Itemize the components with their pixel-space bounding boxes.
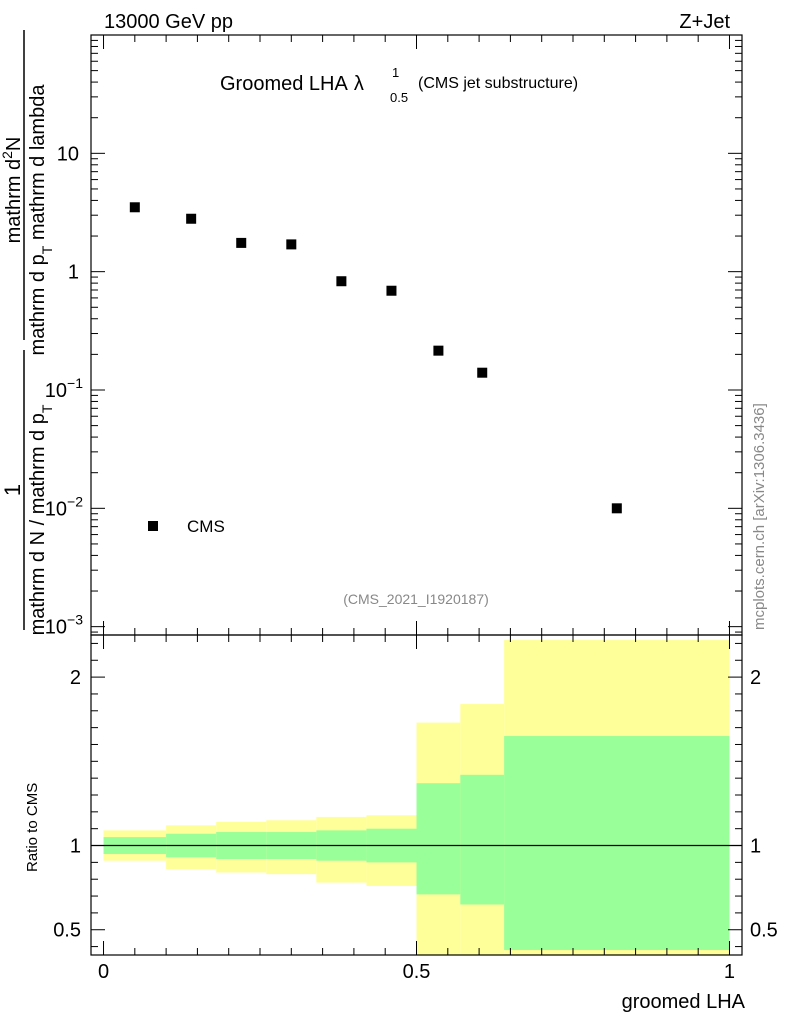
main-data-points <box>129 202 622 514</box>
legend-marker <box>148 521 158 531</box>
chart-title: Groomed LHA λ <box>220 73 364 95</box>
inner-band-bin <box>504 736 730 950</box>
main-y-tick-label: 10−3 <box>45 612 83 639</box>
main-y-tick-label: 10−2 <box>45 493 83 520</box>
inner-band-bin <box>460 774 505 905</box>
main-axes: 10−3 10−2 10−1 1 10 <box>45 34 743 639</box>
analysis-id: (CMS_2021_I1920187) <box>343 591 489 607</box>
ratio-axes: 0.5 0.5 1 1 2 2 0 0.5 1 <box>53 634 778 983</box>
main-y-axis-label: 1 mathrm d N / mathrm d pT mathrm d2N ma… <box>0 30 55 635</box>
main-y-tick-label: 10−1 <box>45 375 83 402</box>
data-point <box>236 237 247 248</box>
process-label: Z+Jet <box>679 11 730 33</box>
title-subscript: 0.5 <box>390 90 408 105</box>
data-point <box>286 239 297 250</box>
ratio-y-axis-label: Ratio to CMS <box>24 783 41 872</box>
ratio-y-tick-label-right: 0.5 <box>750 920 778 942</box>
x-tick-label: 0 <box>98 961 109 983</box>
data-point <box>433 345 444 356</box>
ylabel-denominator2: mathrm d pT mathrm d lambda <box>27 84 55 356</box>
title-superscript: 1 <box>392 65 399 80</box>
side-credit: mcplots.cern.ch [arXiv:1306.3436] <box>751 403 768 630</box>
data-point <box>129 202 140 213</box>
ratio-y-tick-label: 0.5 <box>53 920 81 942</box>
main-y-tick-label: 1 <box>68 262 79 284</box>
inner-band-bin <box>416 783 461 895</box>
data-point <box>186 213 197 224</box>
data-point <box>386 285 397 296</box>
ratio-bands <box>91 640 742 955</box>
main-frame <box>90 34 743 636</box>
energy-label: 13000 GeV pp <box>104 11 233 33</box>
ratio-y-tick-label-right: 2 <box>750 667 761 689</box>
x-tick-label: 1 <box>724 961 735 983</box>
x-tick-label: 0.5 <box>403 961 431 983</box>
ylabel-denominator: mathrm d N / mathrm d pT <box>27 404 55 635</box>
x-axis-label: groomed LHA <box>622 991 746 1013</box>
data-point <box>336 276 347 287</box>
legend-label: CMS <box>187 517 225 536</box>
title-note: (CMS jet substructure) <box>418 75 578 92</box>
ylabel-numerator: 1 <box>0 484 25 496</box>
data-point <box>477 367 488 378</box>
ratio-y-tick-label-right: 1 <box>750 836 761 858</box>
data-point <box>611 503 622 514</box>
ratio-y-tick-label: 2 <box>70 667 81 689</box>
ratio-y-tick-label: 1 <box>70 836 81 858</box>
main-y-tick-label: 10 <box>57 143 79 165</box>
ylabel-numerator2: mathrm d2N <box>0 137 25 244</box>
